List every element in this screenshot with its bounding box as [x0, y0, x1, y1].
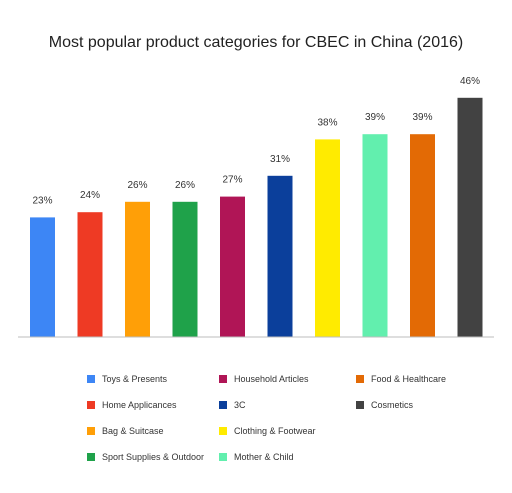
- legend-label: Sport Supplies & Outdoor: [102, 452, 205, 462]
- legend-item-1: Toys & Presents: [87, 374, 167, 384]
- legend-label: 3C: [234, 400, 246, 410]
- bar-3: [125, 201, 150, 337]
- legend-label: Household Articles: [234, 374, 309, 384]
- legend-label: Food & Healthcare: [371, 374, 447, 384]
- legend-swatch: [356, 375, 364, 383]
- bar-7: [315, 139, 340, 337]
- bar-value-label-9: 39%: [412, 112, 432, 123]
- legend-label: Clothing & Footwear: [234, 426, 316, 436]
- chart-title: Most popular product categories for CBEC…: [48, 34, 464, 51]
- bar-value-label-2: 24%: [80, 190, 100, 201]
- bar-value-label-10: 46%: [460, 76, 480, 87]
- bar-5: [220, 196, 245, 337]
- legend-item-7: Clothing & Footwear: [219, 426, 316, 436]
- legend-label: Toys & Presents: [102, 374, 168, 384]
- legend-item-6: 3C: [219, 400, 246, 410]
- bar-6: [267, 175, 293, 337]
- legend-item-4: Sport Supplies & Outdoor: [87, 452, 204, 462]
- legend-swatch: [87, 453, 95, 461]
- legend-item-8: Mother & Child: [219, 452, 294, 462]
- legend-swatch: [219, 453, 227, 461]
- bar-1: [30, 217, 55, 337]
- bar-value-label-6: 31%: [270, 154, 290, 165]
- bar-value-label-5: 27%: [222, 175, 242, 186]
- bar-2: [77, 212, 103, 337]
- bar-value-label-8: 39%: [365, 112, 385, 123]
- legend-swatch: [356, 401, 364, 409]
- bar-value-label-3: 26%: [127, 180, 147, 191]
- bar-10: [457, 97, 483, 337]
- bar-value-label-7: 38%: [317, 117, 337, 128]
- bar-8: [362, 134, 388, 337]
- bar-4: [172, 201, 198, 337]
- legend-swatch: [219, 427, 227, 435]
- legend-swatch: [219, 375, 227, 383]
- legend-item-5: Household Articles: [219, 374, 309, 384]
- legend-item-2: Home Applicances: [87, 400, 177, 410]
- bar-9: [410, 134, 435, 337]
- legend-label: Home Applicances: [102, 400, 177, 410]
- legend-item-9: Food & Healthcare: [356, 374, 446, 384]
- bar-value-label-1: 23%: [32, 195, 52, 206]
- legend-label: Cosmetics: [371, 400, 414, 410]
- legend-item-10: Cosmetics: [356, 400, 413, 410]
- legend-label: Mother & Child: [234, 452, 294, 462]
- legend-item-3: Bag & Suitcase: [87, 426, 164, 436]
- legend-label: Bag & Suitcase: [102, 426, 164, 436]
- legend-swatch: [87, 427, 95, 435]
- legend-swatch: [87, 401, 95, 409]
- legend-swatch: [219, 401, 227, 409]
- legend-swatch: [87, 375, 95, 383]
- bar-value-label-4: 26%: [175, 180, 195, 191]
